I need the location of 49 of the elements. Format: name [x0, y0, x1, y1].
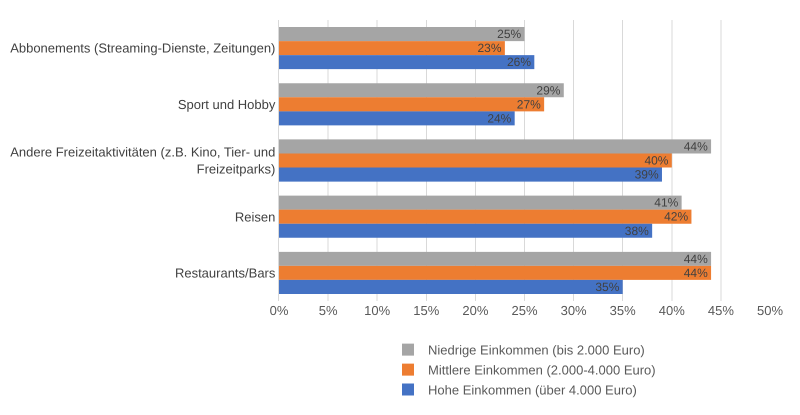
data-label: 39% — [634, 168, 659, 182]
data-label: 35% — [595, 280, 620, 294]
data-label: 44% — [684, 252, 708, 266]
bar — [279, 55, 534, 70]
data-label: 38% — [624, 224, 650, 238]
x-tick-label: 0% — [270, 303, 289, 318]
x-tick-label: 50% — [756, 303, 784, 318]
bar — [279, 27, 524, 42]
x-tick-label: 40% — [658, 303, 686, 318]
bar — [279, 280, 623, 294]
x-tick-label: 15% — [413, 303, 440, 318]
y-tick-label: Andere Freizeitaktivitäten (z.B. Kino, Tier- und Freizeitparks) — [10, 144, 276, 176]
bar — [279, 224, 652, 238]
data-label: 26% — [506, 55, 532, 70]
legend-label: Hohe Einkommen (über 4.000 Euro) — [428, 382, 637, 398]
data-label: 27% — [516, 97, 542, 112]
x-tick-label: 45% — [708, 303, 734, 318]
x-tick-label: 35% — [610, 303, 636, 318]
bar — [279, 168, 662, 182]
bar — [279, 83, 564, 98]
legend-label: Mittlere Einkommen (2.000-4.000 Euro) — [428, 362, 656, 378]
x-tick-label: 25% — [511, 303, 538, 318]
bar — [279, 266, 712, 280]
bar — [279, 139, 712, 154]
y-tick-label: Reisen — [234, 209, 276, 224]
data-label: 44% — [684, 266, 708, 280]
x-tick-label: 5% — [318, 303, 338, 318]
bar — [279, 153, 672, 168]
bar — [279, 196, 682, 210]
x-tick-label: 30% — [560, 303, 588, 318]
bar — [279, 41, 505, 56]
x-tick-label: 10% — [364, 303, 391, 318]
data-label: 44% — [684, 139, 708, 154]
data-label: 29% — [536, 83, 561, 98]
data-label: 23% — [478, 41, 502, 56]
bar — [279, 252, 712, 266]
legend-label: Niedrige Einkommen (bis 2.000 Euro) — [428, 342, 645, 358]
data-label: 24% — [487, 111, 512, 126]
y-tick-label: Restaurants/Bars — [174, 265, 276, 280]
data-label: 42% — [664, 210, 688, 224]
y-tick-label: Abbonements (Streaming-Dienste, Zeitungen) — [10, 40, 276, 56]
data-label: 25% — [497, 27, 522, 42]
bar — [279, 111, 515, 126]
y-tick-label: Sport und Hobby — [178, 96, 276, 112]
data-label: 40% — [644, 154, 669, 168]
bar — [279, 97, 544, 112]
x-tick-label: 20% — [462, 303, 489, 318]
bar — [279, 210, 692, 224]
data-label: 41% — [654, 196, 679, 210]
